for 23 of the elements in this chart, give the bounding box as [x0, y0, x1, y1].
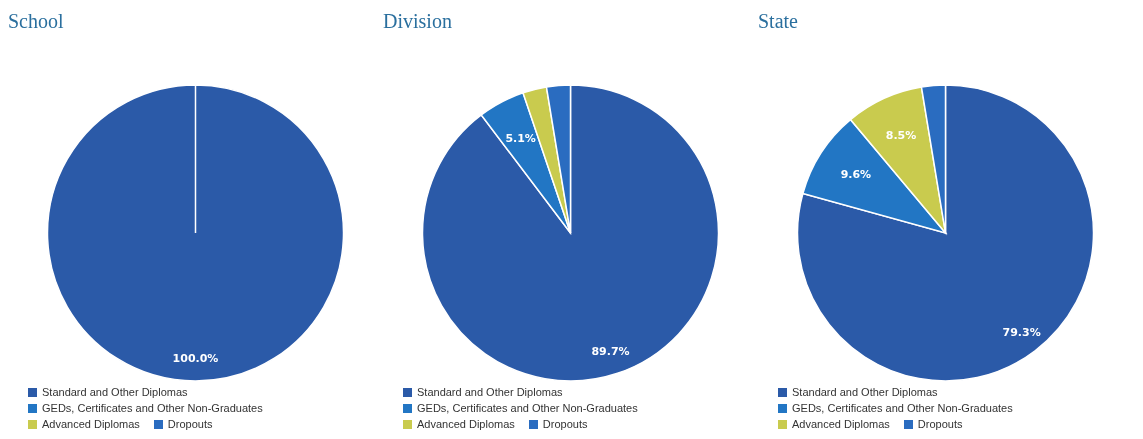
chart-title: Division — [383, 9, 453, 34]
legend-label: Standard and Other Diplomas — [417, 386, 563, 398]
pie-slice — [796, 84, 1095, 382]
legend-label: Advanced Diplomas — [792, 418, 890, 430]
chart-title: State — [758, 9, 799, 34]
chart-title: School — [8, 9, 65, 34]
legend-label: GEDs, Certificates and Other Non-Graduates — [417, 402, 638, 414]
legend-label: Advanced Diplomas — [42, 418, 140, 430]
legend-label: Dropouts — [542, 418, 588, 430]
data-label: 8.5% — [885, 129, 917, 143]
data-label: 100.0% — [172, 351, 219, 365]
legend-label: GEDs, Certificates and Other Non-Graduates — [42, 402, 263, 414]
data-label: 79.3% — [1002, 326, 1041, 340]
legend-label: Dropouts — [167, 418, 213, 430]
data-label: 5.1% — [505, 131, 536, 145]
legend-label: Standard and Other Diplomas — [792, 386, 938, 398]
pie-slice — [421, 84, 720, 382]
legend-label: Advanced Diplomas — [417, 418, 515, 430]
data-label: 9.6% — [840, 168, 872, 182]
legend-label: Dropouts — [917, 418, 963, 430]
legend-label: GEDs, Certificates and Other Non-Graduates — [792, 402, 1013, 414]
legend-label: Standard and Other Diplomas — [42, 386, 188, 398]
data-label: 89.7% — [591, 345, 630, 359]
